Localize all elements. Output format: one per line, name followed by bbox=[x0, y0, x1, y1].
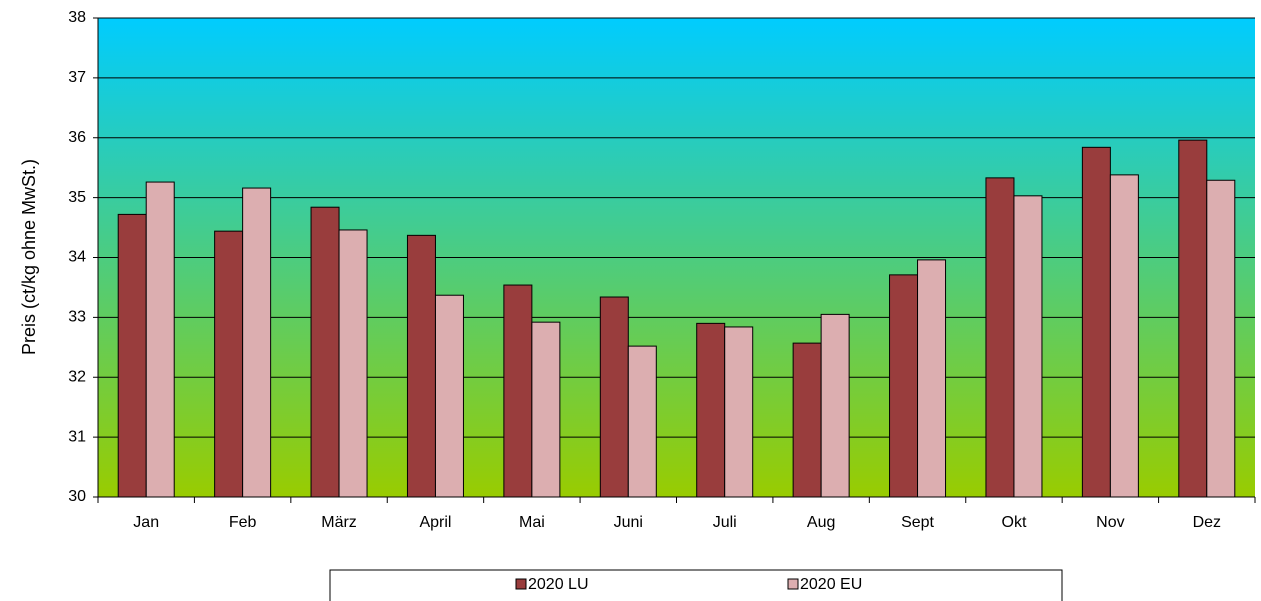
bar bbox=[820, 313, 850, 498]
bar bbox=[724, 326, 754, 498]
legend-label: 2020 LU bbox=[528, 576, 589, 593]
x-tick-label: April bbox=[419, 514, 451, 531]
bar bbox=[1178, 139, 1208, 498]
x-tick-label: Sept bbox=[901, 514, 934, 531]
y-axis-label: Preis (ct/kg ohne MwSt.) bbox=[19, 159, 39, 355]
bar bbox=[434, 294, 464, 498]
y-tick-label: 34 bbox=[68, 249, 86, 266]
y-tick-label: 33 bbox=[68, 309, 86, 326]
x-tick-label: Juli bbox=[713, 514, 737, 531]
legend-box bbox=[329, 569, 1063, 601]
x-tick-label: Dez bbox=[1193, 514, 1221, 531]
legend-label: 2020 EU bbox=[800, 576, 862, 593]
y-tick-label: 30 bbox=[68, 488, 86, 505]
bar bbox=[145, 181, 175, 498]
bar bbox=[242, 187, 272, 498]
bar bbox=[1013, 195, 1043, 498]
bar bbox=[917, 259, 947, 498]
bar bbox=[889, 274, 919, 498]
bar bbox=[985, 177, 1015, 498]
y-tick-label: 36 bbox=[68, 129, 86, 146]
y-tick-label: 31 bbox=[68, 428, 86, 445]
x-tick-label: Juni bbox=[614, 514, 643, 531]
y-tick-label: 37 bbox=[68, 69, 86, 86]
bar bbox=[1081, 146, 1111, 498]
x-tick-label: Nov bbox=[1096, 514, 1124, 531]
bar bbox=[406, 234, 436, 498]
x-tick-label: Mai bbox=[519, 514, 545, 531]
x-tick-label: Aug bbox=[807, 514, 835, 531]
bar bbox=[310, 206, 340, 498]
bar bbox=[338, 229, 368, 498]
x-tick-label: Okt bbox=[1002, 514, 1027, 531]
bar bbox=[503, 284, 533, 498]
x-tick-label: Feb bbox=[229, 514, 257, 531]
x-tick-label: Jan bbox=[133, 514, 159, 531]
legend-swatch bbox=[515, 578, 527, 590]
bar bbox=[792, 342, 822, 498]
y-tick-label: 35 bbox=[68, 189, 86, 206]
bar bbox=[1206, 179, 1236, 498]
bar bbox=[531, 321, 561, 498]
bar bbox=[117, 213, 147, 498]
bar bbox=[1109, 174, 1139, 498]
x-tick-label: März bbox=[321, 514, 357, 531]
legend-swatch bbox=[787, 578, 799, 590]
bar bbox=[599, 296, 629, 498]
bar bbox=[627, 345, 657, 498]
bar bbox=[696, 322, 726, 498]
y-tick-label: 32 bbox=[68, 368, 86, 385]
bar bbox=[214, 230, 244, 498]
y-tick-label: 38 bbox=[68, 9, 86, 26]
